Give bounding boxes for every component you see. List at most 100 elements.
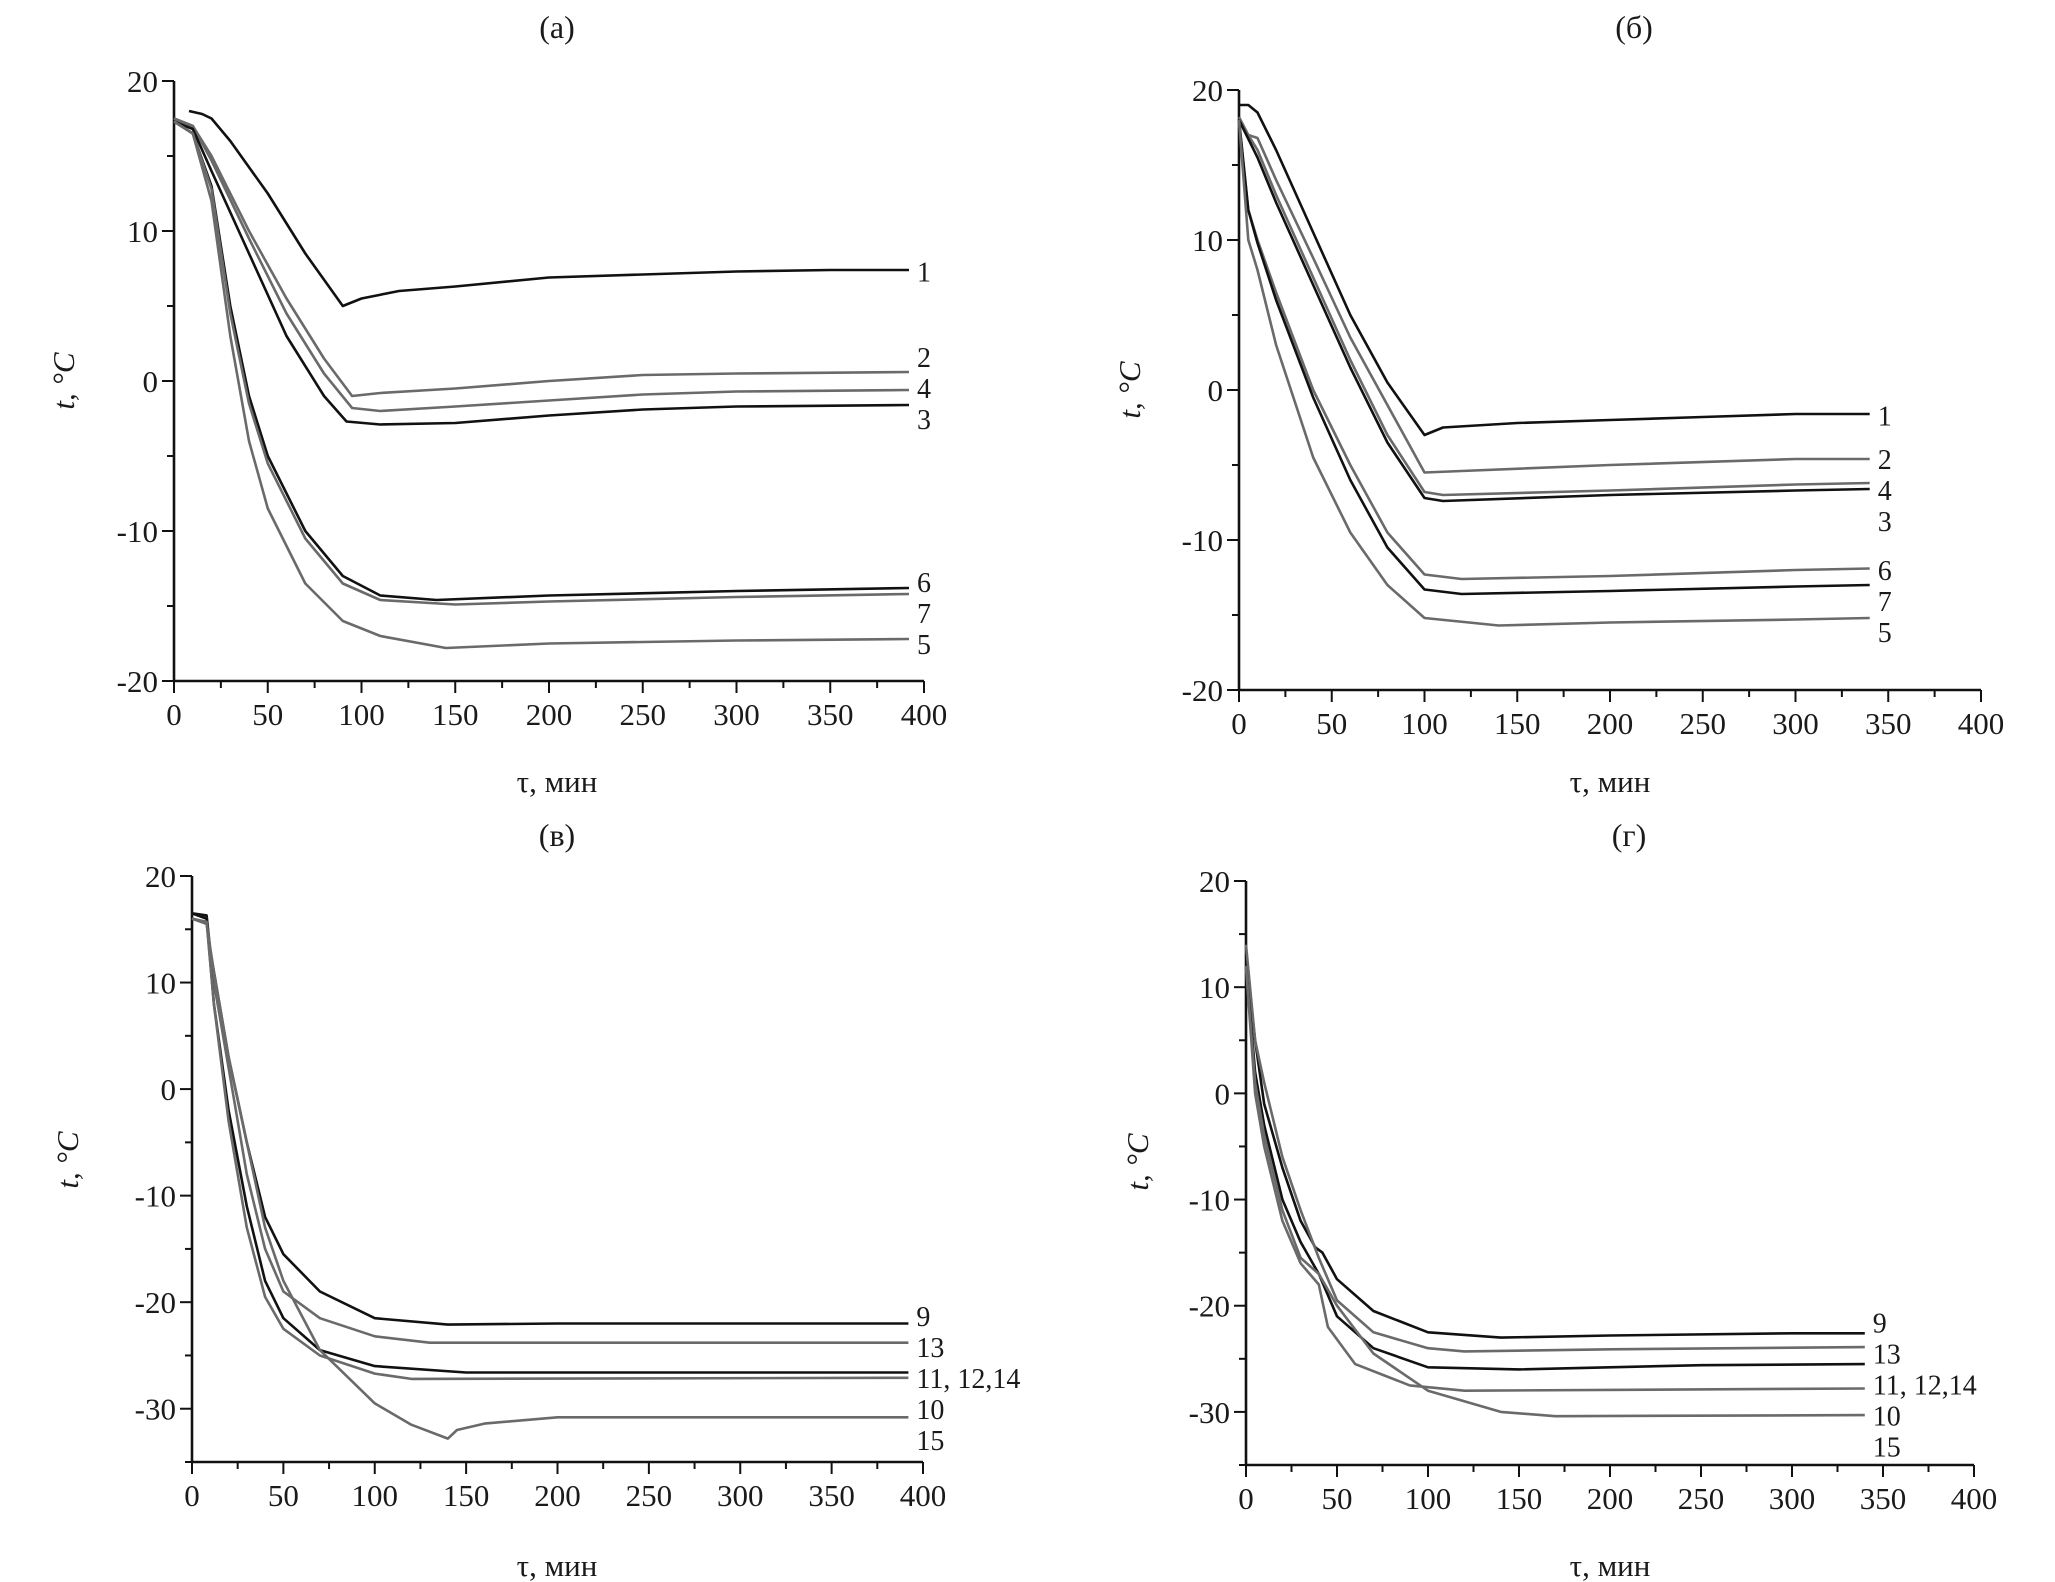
curve-label: 15 [1873, 1433, 1901, 1464]
x-tick-label: 400 [901, 697, 948, 732]
series-line-7 [173, 120, 910, 606]
y-tick-label: -20 [117, 664, 158, 699]
x-tick-label: 0 [166, 697, 182, 732]
series-line-2 [1237, 116, 1870, 474]
curve-label: 2 [917, 343, 931, 374]
x-axis-title: τ, мин [517, 1548, 598, 1582]
x-tick-label: 350 [1865, 706, 1912, 741]
x-tick-label: 50 [1316, 706, 1347, 741]
x-tick-label: 250 [1678, 1481, 1725, 1516]
series-line-15 [191, 917, 909, 1440]
curve-label: 4 [1878, 476, 1892, 507]
curve-label: 5 [1878, 618, 1892, 649]
x-tick-label: 200 [1587, 1481, 1634, 1516]
x-tick-label: 50 [268, 1478, 299, 1513]
x-tick-label: 150 [1494, 706, 1541, 741]
curve-label: 7 [917, 599, 931, 630]
y-tick-label: -30 [135, 1392, 176, 1427]
x-tick-label: 200 [526, 697, 573, 732]
y-tick-label: -20 [1182, 673, 1223, 708]
x-tick-label: 200 [1587, 706, 1634, 741]
x-tick-label: 300 [1769, 1481, 1816, 1516]
series-line-3 [173, 120, 910, 426]
series-line-1 [1239, 103, 1870, 437]
y-tick-label: 0 [1215, 1076, 1231, 1111]
curve-label: 6 [1878, 556, 1892, 587]
curve-label: 11, 12,14 [1873, 1371, 1977, 1402]
y-tick-label: -10 [1189, 1183, 1230, 1218]
series-line-9 [1244, 955, 1865, 1339]
x-tick-label: 150 [432, 697, 479, 732]
x-tick-label: 100 [338, 697, 385, 732]
y-tick-label: -30 [1189, 1395, 1230, 1430]
x-tick-label: 150 [1496, 1481, 1543, 1516]
series-line-10 [1244, 965, 1865, 1392]
series-line-13 [1244, 944, 1865, 1353]
curve-label: 4 [917, 374, 931, 405]
curve-label: 3 [917, 405, 931, 436]
y-tick-label: -10 [117, 514, 158, 549]
y-axis-title: t, °C [46, 352, 81, 410]
x-tick-label: 150 [443, 1478, 490, 1513]
curve-label: 5 [917, 630, 931, 661]
y-tick-label: -20 [1189, 1289, 1230, 1324]
x-tick-label: 300 [717, 1478, 764, 1513]
series-line-11-12-14 [1244, 965, 1865, 1371]
panel-title: (б) [1615, 9, 1653, 45]
curve-label: 1 [917, 258, 931, 289]
x-tick-label: 300 [1772, 706, 1819, 741]
x-axis-title: τ, мин [517, 764, 598, 799]
panel-title: (г) [1612, 817, 1646, 853]
x-tick-label: 400 [1951, 1481, 1998, 1516]
y-tick-label: 20 [1199, 864, 1230, 899]
series-line-4 [173, 117, 910, 413]
x-tick-label: 250 [1680, 706, 1727, 741]
panel-g: (г) τ, мин t, °C 0 50 100 150 200 250 300 350 40… [1120, 817, 1997, 1582]
curve-label: 3 [1878, 507, 1892, 538]
y-tick-label: 20 [1192, 73, 1223, 108]
x-tick-label: 0 [1238, 1481, 1254, 1516]
y-tick-label: -20 [135, 1285, 176, 1320]
curve-label: 9 [916, 1302, 930, 1333]
curve-label: 13 [916, 1333, 944, 1364]
panel-title: (а) [539, 9, 575, 45]
x-tick-label: 350 [1860, 1481, 1907, 1516]
x-tick-label: 100 [352, 1478, 399, 1513]
panel-v: (в) τ, мин t, °C 0 50 100 150 200 250 300 350 40… [50, 817, 1020, 1582]
curve-label: 10 [916, 1395, 944, 1426]
series-line-3 [1237, 119, 1870, 503]
y-tick-label: 0 [143, 364, 159, 399]
x-axis-title: τ, мин [1570, 764, 1651, 799]
series-line-1 [188, 109, 909, 308]
y-tick-label: -10 [135, 1179, 176, 1214]
y-tick-label: 10 [145, 966, 176, 1001]
x-tick-label: 100 [1405, 1481, 1452, 1516]
x-tick-label: 250 [626, 1478, 673, 1513]
series-line-15 [1244, 965, 1865, 1418]
curve-label: 6 [917, 568, 931, 599]
y-tick-label: 10 [1192, 223, 1223, 258]
x-tick-label: 0 [184, 1478, 200, 1513]
curve-label: 2 [1878, 445, 1892, 476]
panel-title: (в) [539, 817, 575, 853]
x-axis-title: τ, мин [1570, 1548, 1651, 1582]
y-axis-title: t, °C [50, 1131, 85, 1189]
x-tick-label: 100 [1401, 706, 1448, 741]
x-tick-label: 50 [1322, 1481, 1353, 1516]
y-tick-label: 0 [1208, 373, 1224, 408]
x-tick-label: 250 [620, 697, 667, 732]
y-axis-title: t, °C [1112, 361, 1147, 419]
x-tick-label: 400 [1958, 706, 2005, 741]
curve-label: 1 [1878, 402, 1892, 433]
curve-label: 11, 12,14 [916, 1364, 1020, 1395]
y-tick-label: 20 [127, 64, 158, 99]
series-line-7 [1237, 119, 1870, 596]
y-tick-label: 20 [145, 859, 176, 894]
x-tick-label: 350 [807, 697, 854, 732]
series-line-5 [1237, 119, 1870, 627]
y-tick-label: 0 [161, 1072, 177, 1107]
series-line-5 [173, 120, 910, 650]
x-tick-label: 350 [808, 1478, 855, 1513]
